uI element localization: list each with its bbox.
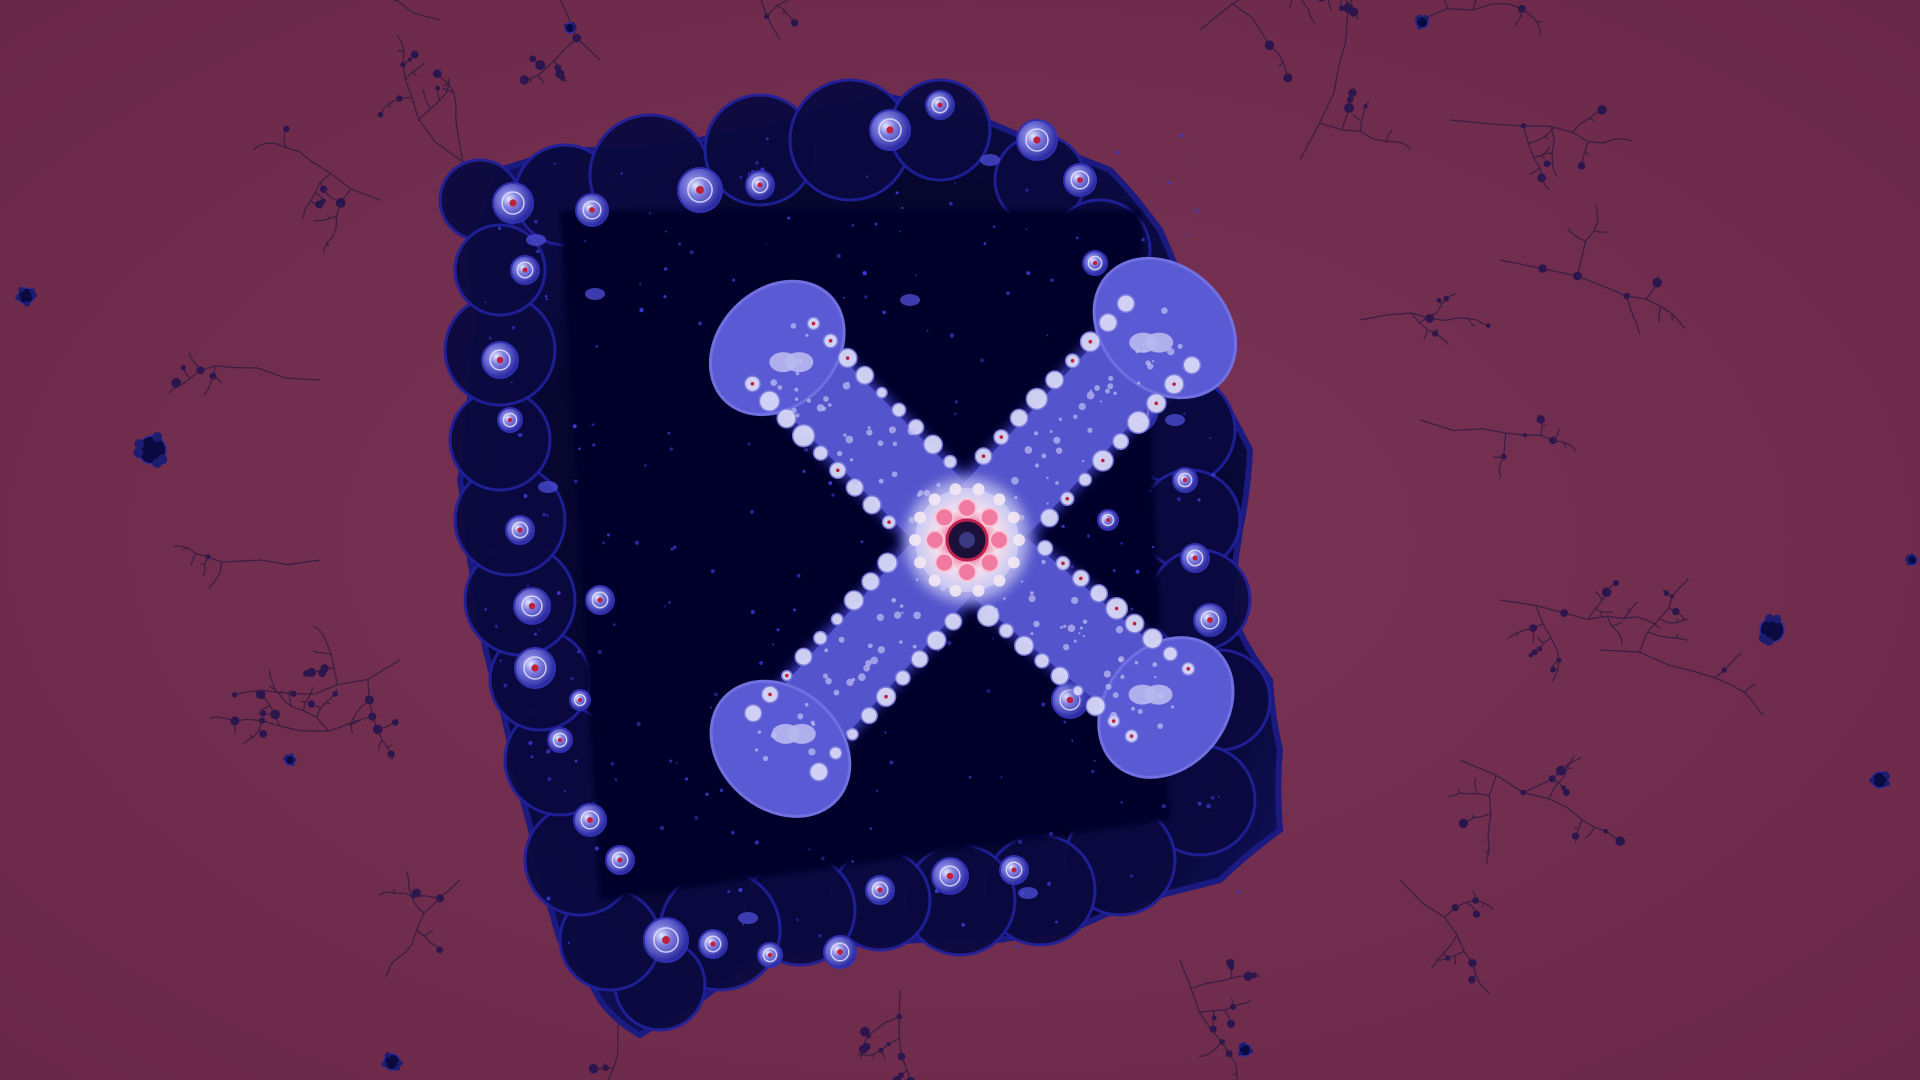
fractal-core xyxy=(905,478,1029,602)
fractal-filaments xyxy=(168,0,1764,1080)
spiral-bulb xyxy=(505,515,535,545)
distant-fractal-blobs xyxy=(15,14,1918,1071)
spiral-bulb xyxy=(643,917,689,963)
spiral-bulb xyxy=(925,90,955,120)
spiral-bulb xyxy=(1082,250,1108,276)
spiral-bulb xyxy=(575,193,609,227)
spiral-bulb xyxy=(757,942,783,968)
spiral-bulb xyxy=(497,407,523,433)
spiral-bulb xyxy=(1172,467,1198,493)
spiral-bulb xyxy=(1016,119,1058,161)
spiral-bulb xyxy=(605,845,635,875)
spiral-bulb xyxy=(931,857,969,895)
spiral-bulb xyxy=(677,167,723,213)
spiral-bulb xyxy=(573,803,607,837)
spiral-bulb xyxy=(492,182,534,224)
spiral-bulb xyxy=(585,585,615,615)
spiral-bulb xyxy=(513,587,551,625)
spiral-bulb xyxy=(999,855,1029,885)
spiral-bulb xyxy=(1193,603,1227,637)
fractal-main-body xyxy=(438,78,1284,1039)
spiral-bulb xyxy=(510,255,540,285)
spiral-bulb xyxy=(869,109,911,151)
spiral-bulb xyxy=(1097,509,1119,531)
spiral-bulb xyxy=(823,935,857,969)
spiral-bulb xyxy=(865,875,895,905)
spiral-bulb xyxy=(698,929,728,959)
spiral-bulb xyxy=(481,341,519,379)
spiral-bulb xyxy=(1063,163,1097,197)
spiral-bulb xyxy=(1180,543,1210,573)
spiral-bulb xyxy=(547,727,573,753)
spiral-bulb xyxy=(745,170,775,200)
spiral-bulb xyxy=(569,689,591,711)
spiral-bulb xyxy=(514,647,556,689)
